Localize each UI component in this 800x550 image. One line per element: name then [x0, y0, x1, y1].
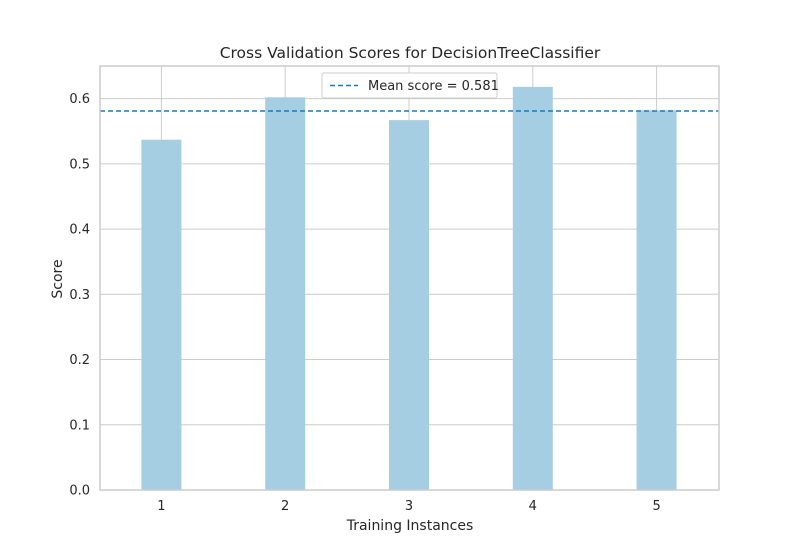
y-tick-label: 0.3	[69, 288, 90, 303]
y-tick-label: 0.4	[69, 223, 90, 238]
x-tick-label: 4	[529, 499, 537, 514]
y-tick-label: 0.6	[69, 92, 90, 107]
legend: Mean score = 0.581	[321, 72, 499, 99]
bars	[141, 86, 677, 491]
bar-1	[141, 139, 182, 491]
x-tick-label: 1	[157, 499, 165, 514]
y-tick-label: 0.0	[69, 484, 90, 499]
bar-3	[389, 120, 429, 490]
bar-2	[265, 97, 306, 491]
bar-5	[636, 110, 677, 490]
plot-frame	[99, 65, 720, 491]
x-tick-labels: 1 2 3 4 5	[157, 499, 660, 514]
legend-box	[321, 72, 498, 99]
y-tick-label: 0.5	[69, 157, 90, 172]
y-tick-labels: 0.0 0.1 0.2 0.3 0.4 0.5 0.6	[69, 92, 90, 498]
x-axis-label: Training Instances	[346, 518, 474, 534]
y-tick-label: 0.1	[69, 418, 90, 433]
bar-4	[512, 86, 553, 491]
y-tick-label: 0.2	[69, 353, 90, 368]
chart-title: Cross Validation Scores for DecisionTree…	[220, 44, 601, 62]
x-tick-label: 3	[405, 499, 413, 514]
y-axis-label: Score	[50, 259, 66, 298]
legend-mean-label: Mean score = 0.581	[368, 79, 499, 94]
x-tick-label: 2	[281, 499, 289, 514]
x-tick-label: 5	[652, 499, 660, 514]
